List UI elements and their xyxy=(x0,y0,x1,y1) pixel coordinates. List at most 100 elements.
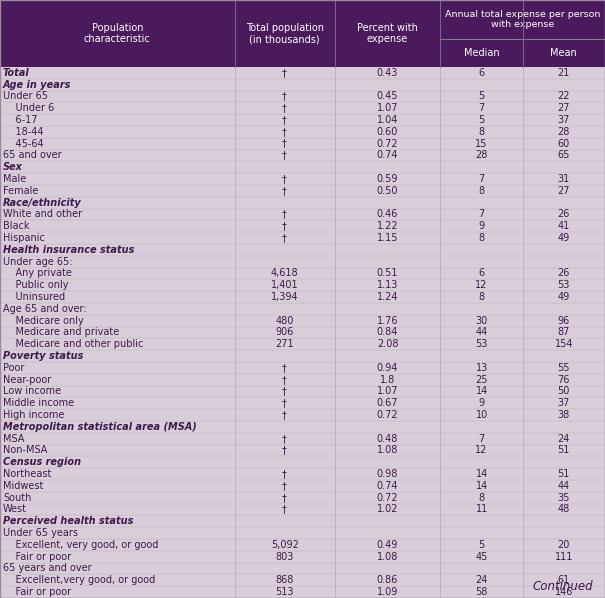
Text: 26: 26 xyxy=(558,269,570,279)
Text: Poverty status: Poverty status xyxy=(3,351,83,361)
Bar xyxy=(0,102,605,114)
Text: †: † xyxy=(282,221,287,231)
Text: †: † xyxy=(282,398,287,408)
Text: 7: 7 xyxy=(479,174,485,184)
Bar xyxy=(0,386,605,398)
Bar xyxy=(0,362,605,374)
Text: 12: 12 xyxy=(476,446,488,456)
Bar xyxy=(0,409,605,421)
Text: 0.45: 0.45 xyxy=(377,91,398,102)
Text: 5,092: 5,092 xyxy=(270,540,299,550)
Text: 6-17: 6-17 xyxy=(3,115,38,125)
Bar xyxy=(0,209,605,221)
Text: 53: 53 xyxy=(558,280,570,290)
Text: 0.48: 0.48 xyxy=(377,434,398,444)
Text: †: † xyxy=(282,209,287,219)
Text: †: † xyxy=(282,115,287,125)
Text: Medicare and other public: Medicare and other public xyxy=(3,339,143,349)
Text: Median: Median xyxy=(464,48,499,58)
Text: 146: 146 xyxy=(555,587,573,597)
Bar xyxy=(0,575,605,586)
Text: 1.8: 1.8 xyxy=(380,375,395,385)
Text: 50: 50 xyxy=(558,386,570,396)
Text: Low income: Low income xyxy=(3,386,61,396)
Text: 10: 10 xyxy=(476,410,488,420)
Text: †: † xyxy=(282,469,287,479)
Bar xyxy=(0,563,605,575)
Text: Metropolitan statistical area (MSA): Metropolitan statistical area (MSA) xyxy=(3,422,197,432)
Bar xyxy=(0,527,605,539)
Text: 60: 60 xyxy=(558,139,570,149)
Text: Age 65 and over:: Age 65 and over: xyxy=(3,304,87,314)
Text: 87: 87 xyxy=(558,328,570,337)
Text: 0.51: 0.51 xyxy=(377,269,398,279)
Text: 0.50: 0.50 xyxy=(377,186,398,196)
Text: Poor: Poor xyxy=(3,363,24,373)
Text: 1.76: 1.76 xyxy=(377,316,398,326)
Text: 18-44: 18-44 xyxy=(3,127,44,137)
Text: 0.72: 0.72 xyxy=(377,139,398,149)
Text: 1.13: 1.13 xyxy=(377,280,398,290)
Text: 53: 53 xyxy=(476,339,488,349)
Bar xyxy=(0,279,605,291)
Text: 30: 30 xyxy=(476,316,488,326)
Text: Any private: Any private xyxy=(3,269,72,279)
Bar xyxy=(0,0,605,39)
Text: 9: 9 xyxy=(479,398,485,408)
Bar xyxy=(0,327,605,338)
Bar xyxy=(0,374,605,386)
Text: 27: 27 xyxy=(558,103,570,113)
Text: Public only: Public only xyxy=(3,280,68,290)
Bar xyxy=(0,433,605,444)
Bar xyxy=(0,338,605,350)
Text: Annual total expense per person
with expense: Annual total expense per person with exp… xyxy=(445,10,600,29)
Bar xyxy=(0,185,605,197)
Text: 58: 58 xyxy=(476,587,488,597)
Text: †: † xyxy=(282,434,287,444)
Bar xyxy=(0,232,605,244)
Text: 1,394: 1,394 xyxy=(271,292,298,302)
Text: 45-64: 45-64 xyxy=(3,139,44,149)
Bar xyxy=(0,398,605,409)
Text: 111: 111 xyxy=(555,552,573,562)
Text: 48: 48 xyxy=(558,505,570,514)
Text: 1.02: 1.02 xyxy=(377,505,398,514)
Text: MSA: MSA xyxy=(3,434,24,444)
Text: 0.72: 0.72 xyxy=(377,410,398,420)
Text: 513: 513 xyxy=(275,587,294,597)
Text: †: † xyxy=(282,493,287,503)
Text: Mean: Mean xyxy=(551,48,577,58)
Text: 27: 27 xyxy=(558,186,570,196)
Text: 0.94: 0.94 xyxy=(377,363,398,373)
Text: 20: 20 xyxy=(558,540,570,550)
Bar xyxy=(0,539,605,551)
Text: 868: 868 xyxy=(275,575,294,585)
Text: 0.46: 0.46 xyxy=(377,209,398,219)
Text: 14: 14 xyxy=(476,481,488,491)
Text: Northeast: Northeast xyxy=(3,469,51,479)
Bar xyxy=(0,504,605,515)
Text: 8: 8 xyxy=(479,233,485,243)
Text: 2.08: 2.08 xyxy=(377,339,398,349)
Text: 76: 76 xyxy=(558,375,570,385)
Bar xyxy=(0,161,605,173)
Text: 0.49: 0.49 xyxy=(377,540,398,550)
Text: 4,618: 4,618 xyxy=(271,269,298,279)
Text: West: West xyxy=(3,505,27,514)
Text: 1.22: 1.22 xyxy=(377,221,398,231)
Text: 0.67: 0.67 xyxy=(377,398,398,408)
Text: Excellent,very good, or good: Excellent,very good, or good xyxy=(3,575,155,585)
Text: Perceived health status: Perceived health status xyxy=(3,516,133,526)
Text: 0.74: 0.74 xyxy=(377,151,398,160)
Text: Race/ethnicity: Race/ethnicity xyxy=(3,198,82,208)
Bar xyxy=(0,315,605,327)
Text: †: † xyxy=(282,91,287,102)
Text: 61: 61 xyxy=(558,575,570,585)
Text: Male: Male xyxy=(3,174,26,184)
Text: 24: 24 xyxy=(558,434,570,444)
Text: 96: 96 xyxy=(558,316,570,326)
Text: Sex: Sex xyxy=(3,162,23,172)
Text: 51: 51 xyxy=(558,469,570,479)
Text: 5: 5 xyxy=(479,540,485,550)
Text: †: † xyxy=(282,174,287,184)
